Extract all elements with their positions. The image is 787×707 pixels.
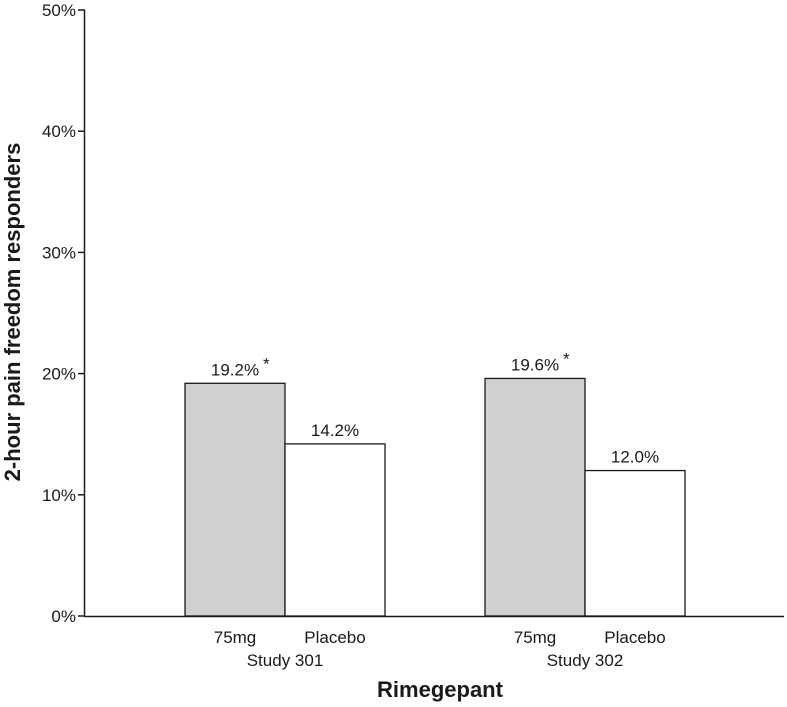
- bar-value-label: 19.6%: [511, 355, 559, 374]
- group-label: Study 302: [547, 651, 624, 670]
- significance-marker: *: [263, 354, 270, 373]
- y-tick-label: 30%: [42, 243, 76, 262]
- x-axis-title: Rimegepant: [377, 677, 504, 702]
- y-axis-title: 2-hour pain freedom responders: [0, 143, 25, 482]
- bar: [584, 469, 686, 617]
- group-label: Study 301: [247, 651, 324, 670]
- bar-value-label: 19.2%: [211, 360, 259, 379]
- bar-value-label: 14.2%: [311, 421, 359, 440]
- bars: 19.2% *14.2%19.6% *12.0%: [184, 349, 686, 617]
- x-labels: 75mg Placebo Study 301 75mg Placebo Study 302: [214, 628, 666, 670]
- y-ticks: 0% 10% 20% 30% 40% 50%: [42, 1, 85, 626]
- y-tick-label: 10%: [42, 486, 76, 505]
- category-label: 75mg: [214, 628, 257, 647]
- bar: [484, 377, 586, 617]
- bar: [284, 443, 386, 617]
- significance-marker: *: [563, 349, 570, 368]
- y-tick-label: 50%: [42, 1, 76, 20]
- y-tick-label: 40%: [42, 122, 76, 141]
- category-label: Placebo: [304, 628, 365, 647]
- bar: [184, 382, 286, 617]
- category-label: 75mg: [514, 628, 557, 647]
- bar-value-label: 12.0%: [611, 448, 659, 467]
- category-label: Placebo: [604, 628, 665, 647]
- y-tick-label: 20%: [42, 365, 76, 384]
- y-tick-label: 0%: [51, 607, 76, 626]
